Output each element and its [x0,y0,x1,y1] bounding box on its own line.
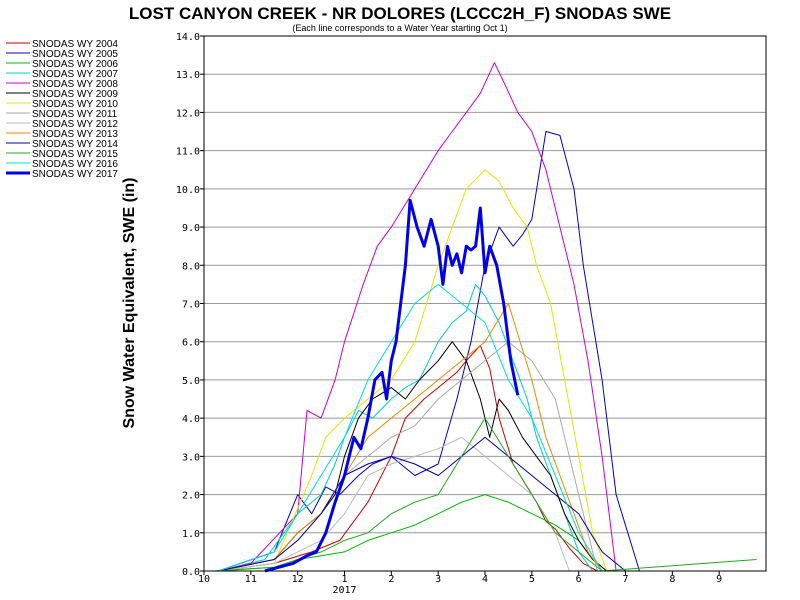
y-tick-label: 6.0 [182,338,200,349]
grid [204,35,766,572]
y-tick-label: 2.0 [182,491,200,502]
series-group [213,62,757,573]
x-tick-label: 3 [435,574,441,585]
legend-label: SNODAS WY 2015 [32,149,118,160]
y-tick-label: 10.0 [176,185,200,196]
y-tick-label: 4.0 [182,414,200,425]
legend-label: SNODAS WY 2013 [32,129,118,140]
x-tick-label: 5 [529,574,535,585]
y-axis-label: Snow Water Equivalent, SWE (in) [121,178,138,429]
legend-label: SNODAS WY 2012 [32,119,118,130]
x-tick-label: 12 [292,574,304,585]
series-line [217,62,617,572]
legend-label: SNODAS WY 2011 [32,109,118,120]
chart-title: LOST CANYON CREEK - NR DOLORES (LCCC2H_F… [129,4,671,23]
y-tick-label: 7.0 [182,300,200,311]
legend-label: SNODAS WY 2005 [32,49,118,60]
legend-label: SNODAS WY 2014 [32,139,118,150]
x-tick-label: 9 [716,574,722,585]
series-line [217,341,608,572]
legend-label: SNODAS WY 2008 [32,79,118,90]
legend-label: SNODAS WY 2016 [32,159,118,170]
y-tick-label: 1.0 [182,529,200,540]
series-line [264,198,520,573]
series-line [217,283,594,572]
y-tick-label: 8.0 [182,261,200,272]
legend-label: SNODAS WY 2017 [32,169,118,180]
x-tick-label: 7 [622,574,628,585]
series-line [218,436,570,572]
x-tick-label: 8 [669,574,675,585]
series-line [218,169,608,572]
x-tick-label: 10 [198,574,210,585]
series-line [217,131,640,572]
y-tick-label: 0.0 [182,567,200,578]
chart-subtitle: (Each line corresponds to a Water Year s… [292,23,507,33]
legend-label: SNODAS WY 2006 [32,59,118,70]
axes: 0.01.02.03.04.05.06.07.08.09.010.011.012… [176,32,722,596]
y-tick-label: 9.0 [182,223,200,234]
x-year-label: 2017 [332,585,356,596]
y-tick-label: 11.0 [176,147,200,158]
series-line [217,436,626,572]
y-tick-label: 14.0 [176,32,200,43]
series-line [217,283,603,572]
y-tick-label: 5.0 [182,376,200,387]
y-tick-label: 3.0 [182,452,200,463]
y-tick-label: 13.0 [176,70,200,81]
legend-label: SNODAS WY 2009 [32,89,118,100]
legend-label: SNODAS WY 2004 [32,39,118,50]
x-tick-label: 6 [576,574,582,585]
series-line [217,303,603,572]
legend-label: SNODAS WY 2007 [32,69,118,80]
series-line [213,494,608,572]
y-tick-label: 12.0 [176,108,200,119]
x-tick-label: 11 [245,574,257,585]
x-tick-label: 2 [388,574,394,585]
legend-label: SNODAS WY 2010 [32,99,118,110]
x-tick-label: 4 [482,574,488,585]
x-tick-label: 1 [341,574,347,585]
